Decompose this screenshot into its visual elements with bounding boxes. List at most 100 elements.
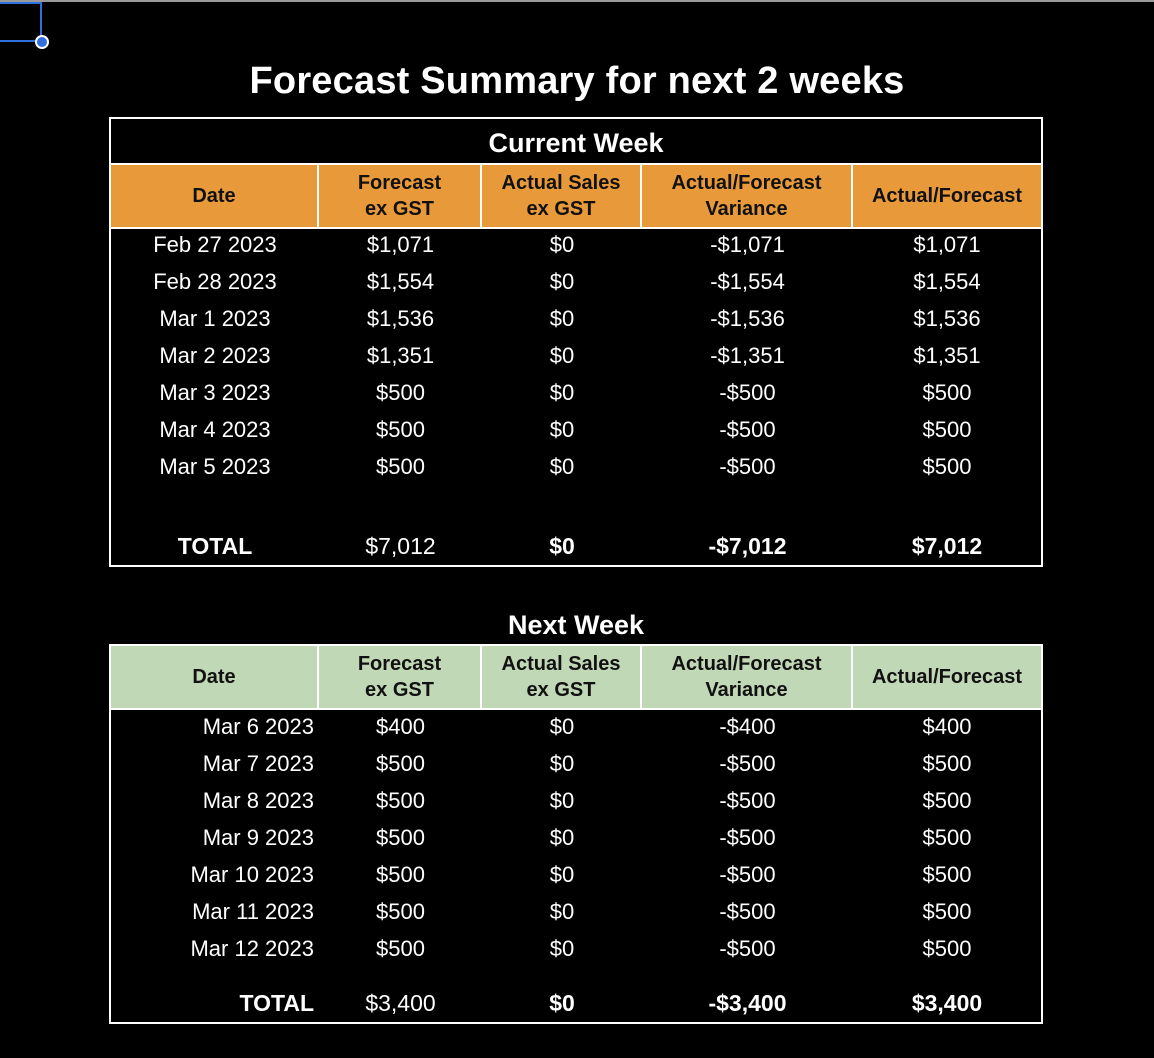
header-variance: Actual/Forecast Variance xyxy=(642,165,853,227)
cell-variance: -$500 xyxy=(719,936,776,961)
cell-forecast: $400 xyxy=(376,714,425,739)
cell-forecast: $1,071 xyxy=(366,232,435,257)
cell-actual-sales: $0 xyxy=(549,714,575,739)
selection-box[interactable] xyxy=(0,2,42,42)
total-forecast: $3,400 xyxy=(365,990,436,1016)
table-row: Feb 28 2023 $1,554 $0 -$1,554 $1,554 xyxy=(111,263,1041,300)
next-week-header-row: Date Forecast ex GST Actual Sales ex GST Ac… xyxy=(111,646,1041,708)
table-row: Mar 7 2023 $500 $0 -$500 $500 xyxy=(111,745,1041,782)
cell-variance: -$500 xyxy=(719,825,776,850)
cell-variance: -$1,071 xyxy=(710,232,785,257)
cell-variance: -$500 xyxy=(719,454,776,479)
cell-date: Mar 10 2023 xyxy=(190,862,314,887)
cell-actual-forecast: $1,536 xyxy=(913,306,981,331)
cell-forecast: $1,351 xyxy=(366,343,435,368)
cell-variance: -$500 xyxy=(719,788,776,813)
cell-variance: -$500 xyxy=(719,899,776,924)
cell-date: Mar 2 2023 xyxy=(159,343,271,368)
cell-variance: -$500 xyxy=(719,417,776,442)
header-divider xyxy=(111,708,1041,710)
cell-actual-forecast: $500 xyxy=(922,899,972,924)
table-row: Mar 2 2023 $1,351 $0 -$1,351 $1,351 xyxy=(111,337,1041,374)
table-row: Mar 6 2023 $400 $0 -$400 $400 xyxy=(111,708,1041,745)
cell-forecast: $500 xyxy=(376,899,425,924)
total-date: TOTAL xyxy=(177,533,253,559)
cell-actual-sales: $0 xyxy=(549,936,575,961)
header-date: Date xyxy=(111,646,319,708)
header-forecast: Forecast ex GST xyxy=(319,165,482,227)
cell-actual-forecast: $500 xyxy=(922,862,972,887)
page-title: Forecast Summary for next 2 weeks xyxy=(249,60,905,102)
table-row: Mar 1 2023 $1,536 $0 -$1,536 $1,536 xyxy=(111,300,1041,337)
cell-forecast: $500 xyxy=(376,936,425,961)
current-week-title: Current Week xyxy=(488,128,664,158)
total-actual-forecast: $7,012 xyxy=(911,533,983,559)
next-week-table: Date Forecast ex GST Actual Sales ex GST Ac… xyxy=(109,644,1043,1024)
table-row: Mar 10 2023 $500 $0 -$500 $500 xyxy=(111,856,1041,893)
cell-actual-forecast: $400 xyxy=(922,714,972,739)
cell-forecast: $500 xyxy=(376,862,425,887)
cell-forecast: $1,536 xyxy=(366,306,435,331)
cell-date: Mar 7 2023 xyxy=(202,751,314,776)
header-actual-sales: Actual Sales ex GST xyxy=(482,165,642,227)
cell-actual-sales: $0 xyxy=(549,343,575,368)
current-week-table: Date Forecast ex GST Actual Sales ex GST Ac… xyxy=(109,117,1043,567)
cell-date: Mar 4 2023 xyxy=(159,417,271,442)
table-row: Mar 5 2023 $500 $0 -$500 $500 xyxy=(111,448,1041,485)
cell-actual-sales: $0 xyxy=(549,380,575,405)
cell-variance: -$1,536 xyxy=(710,306,785,331)
cell-actual-sales: $0 xyxy=(549,454,575,479)
total-date: TOTAL xyxy=(239,990,314,1016)
cell-forecast: $500 xyxy=(376,751,425,776)
table-row: Mar 3 2023 $500 $0 -$500 $500 xyxy=(111,374,1041,411)
cell-date: Mar 1 2023 xyxy=(159,306,271,331)
next-week-title: Next Week xyxy=(507,610,645,640)
cell-forecast: $500 xyxy=(376,788,425,813)
cell-date: Mar 8 2023 xyxy=(202,788,314,813)
cell-actual-sales: $0 xyxy=(549,899,575,924)
total-actual-forecast: $3,400 xyxy=(911,990,983,1016)
header-date: Date xyxy=(111,165,319,227)
cell-actual-forecast: $500 xyxy=(922,454,972,479)
cell-actual-forecast: $500 xyxy=(922,751,972,776)
header-actual-forecast: Actual/Forecast xyxy=(853,165,1041,227)
cell-date: Feb 27 2023 xyxy=(153,232,277,257)
cell-actual-forecast: $500 xyxy=(922,788,972,813)
canvas-top-border xyxy=(0,0,1154,2)
cell-date: Mar 12 2023 xyxy=(190,936,314,961)
cell-actual-sales: $0 xyxy=(549,788,575,813)
total-row: TOTAL $7,012 $0 -$7,012 $7,012 xyxy=(111,528,1041,565)
cell-actual-forecast: $1,071 xyxy=(913,232,981,257)
cell-forecast: $500 xyxy=(376,454,425,479)
total-forecast: $7,012 xyxy=(365,533,436,559)
total-row: TOTAL $3,400 $0 -$3,400 $3,400 xyxy=(111,985,1041,1022)
cell-actual-forecast: $500 xyxy=(922,417,972,442)
table-row: Mar 11 2023 $500 $0 -$500 $500 xyxy=(111,893,1041,930)
cell-date: Mar 9 2023 xyxy=(202,825,314,850)
cell-variance: -$1,351 xyxy=(710,343,785,368)
table-row: Mar 8 2023 $500 $0 -$500 $500 xyxy=(111,782,1041,819)
cell-variance: -$500 xyxy=(719,751,776,776)
next-week-title-block: Next Week xyxy=(109,603,1043,647)
cell-forecast: $500 xyxy=(376,417,425,442)
cell-actual-sales: $0 xyxy=(549,862,575,887)
total-variance: -$7,012 xyxy=(708,533,787,559)
cell-date: Mar 5 2023 xyxy=(159,454,271,479)
cell-actual-forecast: $1,351 xyxy=(913,343,981,368)
selection-handle[interactable] xyxy=(35,35,49,49)
cell-actual-sales: $0 xyxy=(549,825,575,850)
table-row: Mar 12 2023 $500 $0 -$500 $500 xyxy=(111,930,1041,967)
table-row: Mar 9 2023 $500 $0 -$500 $500 xyxy=(111,819,1041,856)
cell-actual-forecast: $500 xyxy=(922,825,972,850)
cell-variance: -$500 xyxy=(719,380,776,405)
cell-forecast: $500 xyxy=(376,825,425,850)
table-row: Feb 27 2023 $1,071 $0 -$1,071 $1,071 xyxy=(111,226,1041,263)
cell-actual-forecast: $500 xyxy=(922,380,972,405)
cell-forecast: $1,554 xyxy=(366,269,435,294)
cell-actual-forecast: $1,554 xyxy=(913,269,981,294)
total-actual-sales: $0 xyxy=(549,533,575,559)
header-actual-forecast: Actual/Forecast xyxy=(853,646,1041,708)
current-week-header-row: Date Forecast ex GST Actual Sales ex GST Ac… xyxy=(111,165,1041,227)
header-actual-sales: Actual Sales ex GST xyxy=(482,646,642,708)
header-forecast: Forecast ex GST xyxy=(319,646,482,708)
